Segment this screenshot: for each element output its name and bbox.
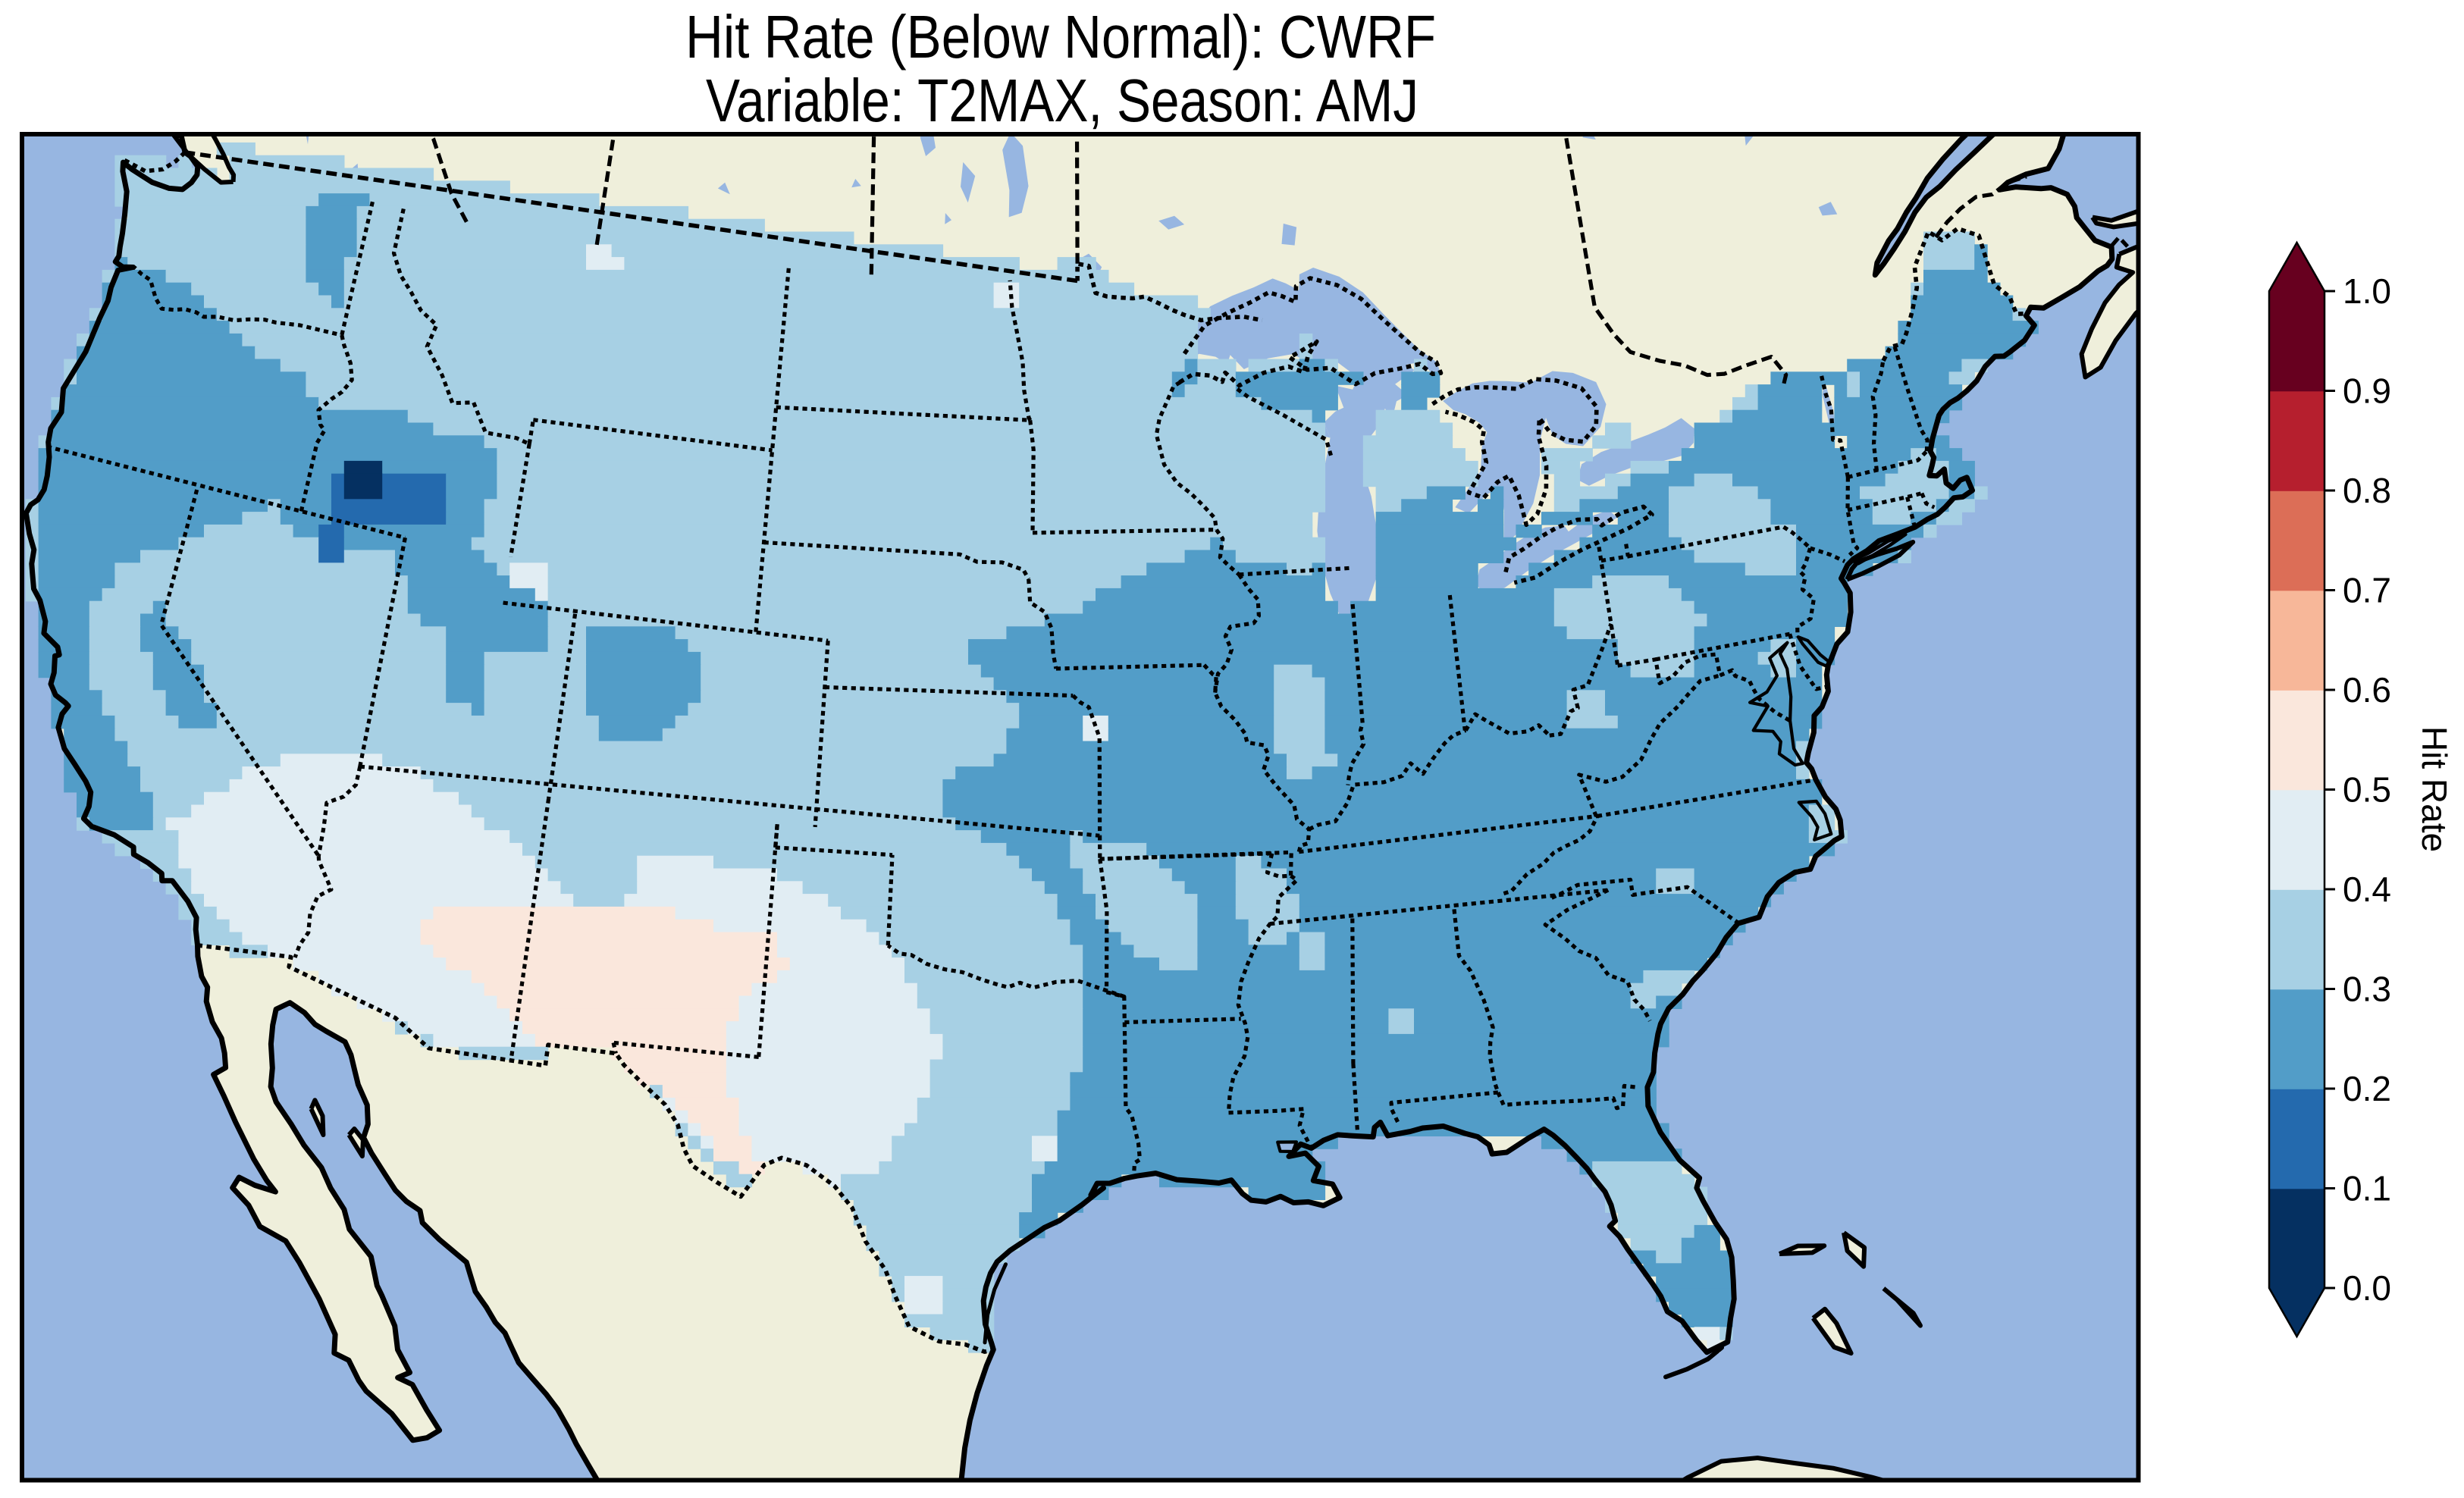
svg-text:0.7: 0.7: [2343, 571, 2391, 610]
svg-text:0.6: 0.6: [2343, 670, 2391, 710]
svg-text:1.0: 1.0: [2343, 271, 2391, 311]
svg-text:Hit Rate (Below Normal): CWRF: Hit Rate (Below Normal): CWRF: [685, 3, 1436, 71]
svg-text:0.8: 0.8: [2343, 471, 2391, 510]
svg-text:0.2: 0.2: [2343, 1069, 2391, 1108]
svg-text:Hit Rate: Hit Rate: [2415, 726, 2454, 852]
svg-text:0.3: 0.3: [2343, 970, 2391, 1009]
svg-text:0.5: 0.5: [2343, 770, 2391, 810]
svg-text:0.9: 0.9: [2343, 371, 2391, 411]
svg-text:0.1: 0.1: [2343, 1169, 2391, 1208]
svg-text:0.0: 0.0: [2343, 1268, 2391, 1308]
svg-text:0.4: 0.4: [2343, 870, 2391, 909]
svg-text:Variable: T2MAX, Season: AMJ: Variable: T2MAX, Season: AMJ: [706, 67, 1419, 134]
